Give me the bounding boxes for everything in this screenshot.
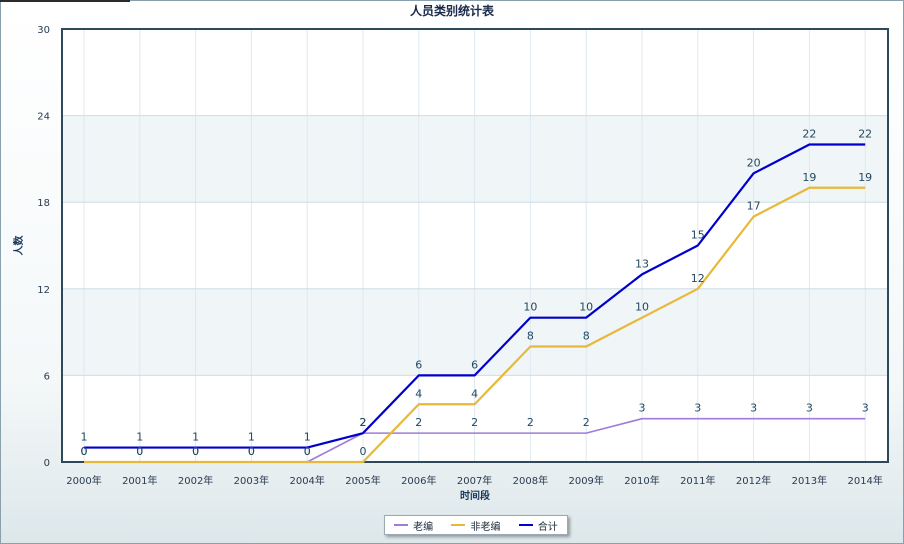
legend-item-3: 合计 (518, 518, 558, 533)
data-label: 4 (415, 387, 422, 400)
data-label: 0 (248, 445, 255, 458)
data-label: 1 (192, 431, 199, 444)
data-label: 19 (802, 171, 816, 184)
plot-border (61, 28, 889, 463)
x-tick-label: 2009年 (568, 474, 603, 487)
data-label: 1 (248, 431, 255, 444)
legend-label-3: 合计 (537, 521, 558, 533)
x-tick-label: 2014年 (847, 474, 882, 487)
data-label: 8 (527, 330, 534, 343)
legend-item-2: 非老编 (451, 518, 500, 533)
data-label: 22 (858, 127, 872, 140)
x-tick-label: 2002年 (178, 474, 213, 487)
data-label: 17 (747, 200, 761, 213)
data-label: 3 (862, 402, 869, 415)
y-tick-label: 24 (37, 112, 50, 123)
data-label: 3 (639, 402, 646, 415)
data-label: 20 (747, 156, 761, 169)
data-label: 15 (691, 229, 705, 242)
legend-item-1: 老编 (394, 518, 433, 533)
data-label: 3 (806, 402, 813, 415)
data-label: 2 (360, 416, 367, 429)
data-label: 22 (802, 127, 816, 140)
x-axis-title: 时间段 (460, 489, 490, 502)
data-label: 10 (579, 301, 593, 314)
x-tick-label: 2011年 (680, 474, 715, 487)
y-tick-label: 30 (37, 25, 50, 36)
data-label: 0 (136, 445, 143, 458)
y-tick-label: 12 (37, 285, 50, 296)
data-label: 2 (415, 416, 422, 429)
data-label: 0 (192, 445, 199, 458)
data-label: 10 (523, 301, 537, 314)
data-label: 13 (635, 257, 649, 270)
data-label: 0 (304, 445, 311, 458)
legend-swatch-2 (451, 524, 466, 526)
data-label: 10 (635, 301, 649, 314)
data-label: 3 (750, 402, 757, 415)
legend: 老编 非老编 合计 (384, 515, 568, 535)
x-tick-label: 2006年 (401, 474, 436, 487)
data-label: 4 (471, 387, 478, 400)
data-label: 0 (136, 445, 143, 458)
legend-label-2: 非老编 (470, 521, 501, 533)
x-tick-label: 2008年 (513, 474, 548, 487)
y-tick-label: 6 (44, 371, 50, 382)
series-line-2 (84, 186, 866, 464)
data-label: 1 (81, 431, 88, 444)
y-tick-label: 0 (44, 458, 50, 469)
data-label: 0 (304, 445, 311, 458)
data-label: 0 (248, 445, 255, 458)
data-label: 2 (471, 416, 478, 429)
legend-label-1: 老编 (413, 521, 434, 533)
data-label: 0 (360, 445, 367, 458)
data-label: 1 (136, 431, 143, 444)
series-line-3 (84, 143, 866, 449)
data-label: 0 (81, 445, 88, 458)
top-bar-decoration (0, 0, 130, 2)
x-tick-label: 2004年 (289, 474, 324, 487)
chart-title: 人员类别统计表 (409, 4, 494, 18)
data-label: 6 (471, 358, 478, 371)
data-label: 8 (583, 330, 590, 343)
x-tick-label: 2003年 (234, 474, 269, 487)
data-label: 6 (415, 358, 422, 371)
data-label: 2 (360, 416, 367, 429)
data-label: 0 (192, 445, 199, 458)
x-tick-label: 2007年 (457, 474, 492, 487)
y-tick-label: 18 (37, 198, 50, 209)
data-label: 12 (691, 272, 705, 285)
data-label: 2 (527, 416, 534, 429)
x-tick-label: 2005年 (345, 474, 380, 487)
x-tick-label: 2013年 (792, 474, 827, 487)
x-tick-label: 2010年 (624, 474, 659, 487)
data-label: 3 (694, 402, 701, 415)
x-tick-label: 2000年 (66, 474, 101, 487)
legend-swatch-3 (518, 524, 533, 526)
legend-swatch-1 (394, 524, 409, 526)
y-axis-title: 人数 (12, 235, 25, 256)
x-tick-label: 2001年 (122, 474, 157, 487)
data-label: 19 (858, 171, 872, 184)
data-label: 2 (583, 416, 590, 429)
data-label: 1 (304, 431, 311, 444)
x-tick-label: 2012年 (736, 474, 771, 487)
data-label: 0 (81, 445, 88, 458)
